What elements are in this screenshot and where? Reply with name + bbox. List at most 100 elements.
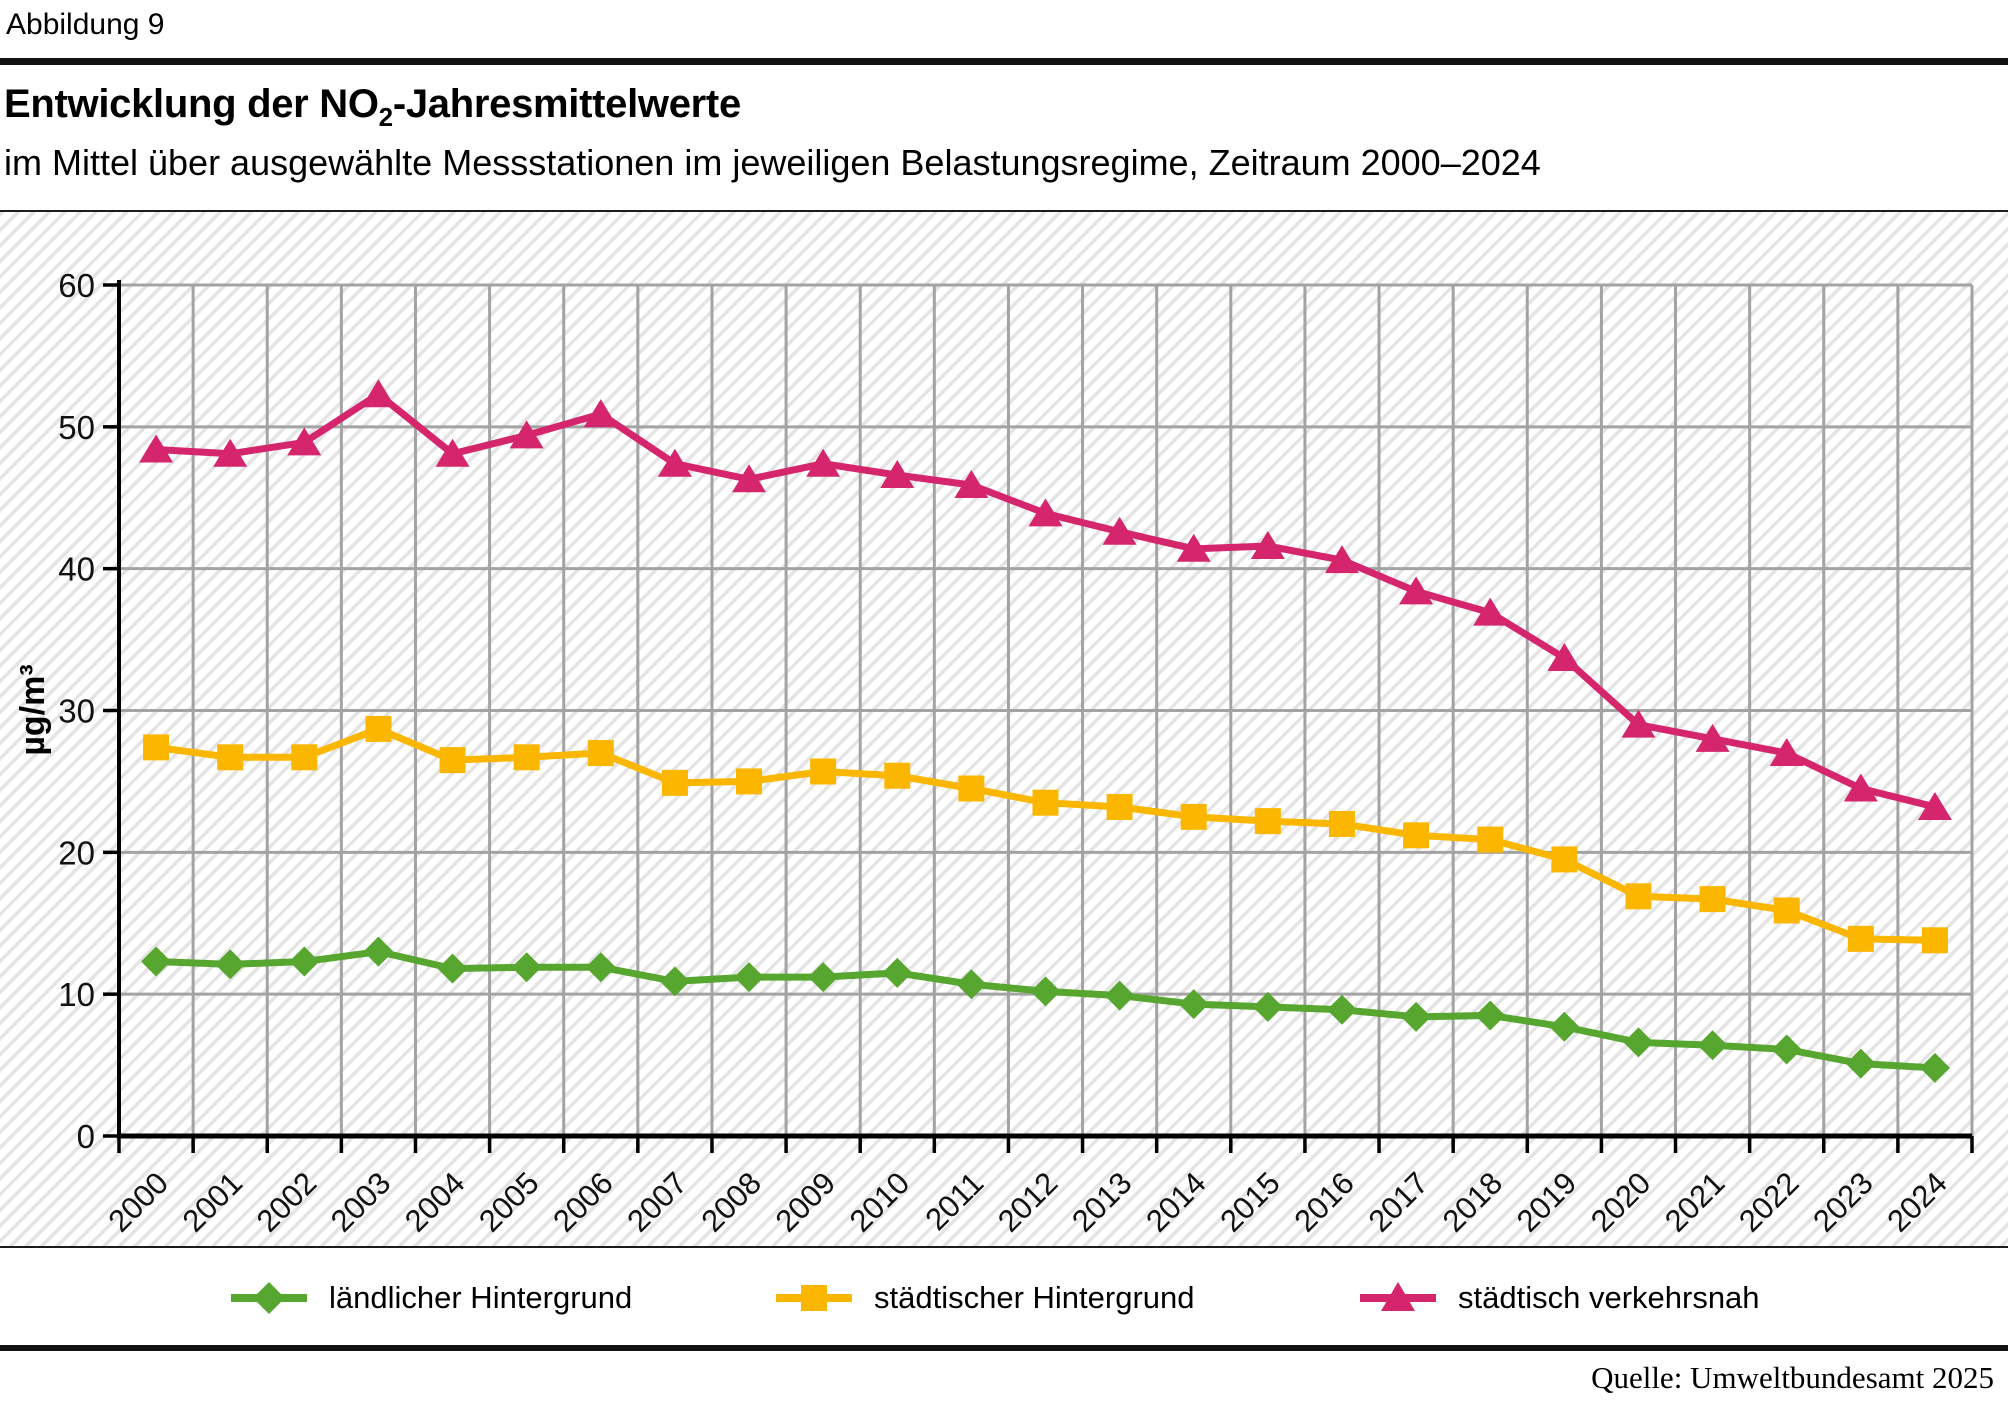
- legend-item-laendlicher-hintergrund: ländlicher Hintergrund: [231, 1250, 632, 1345]
- triangle-marker: [1769, 738, 1804, 767]
- square-marker: [1254, 808, 1281, 835]
- square-marker: [1477, 826, 1504, 853]
- diamond-marker: [1845, 1048, 1876, 1079]
- triangle-marker: [139, 434, 174, 463]
- x-tick-label: 2005: [472, 1165, 546, 1239]
- diamond-marker: [1475, 1000, 1506, 1031]
- y-tick-label: 60: [58, 267, 95, 304]
- top-divider: [0, 58, 2008, 65]
- legend-diamond-icon: [231, 1281, 307, 1314]
- y-tick-label: 20: [58, 834, 95, 871]
- square-marker: [1551, 846, 1578, 873]
- x-tick-label: 2019: [1510, 1165, 1584, 1239]
- x-tick-label: 2002: [250, 1165, 324, 1239]
- y-tick-label: 30: [58, 693, 95, 730]
- square-marker: [1773, 897, 1800, 924]
- square-marker: [1625, 883, 1652, 910]
- diamond-marker: [437, 953, 468, 984]
- square-marker: [439, 747, 466, 774]
- square-marker: [291, 744, 318, 771]
- x-tick-label: 2001: [176, 1165, 250, 1239]
- square-marker: [1032, 789, 1059, 816]
- diamond-marker: [1401, 1001, 1432, 1032]
- diamond-marker: [1030, 976, 1061, 1007]
- diamond-marker: [363, 936, 394, 967]
- x-ticks: [117, 1136, 1974, 1153]
- diamond-marker: [1771, 1034, 1802, 1065]
- diamond-marker: [1252, 991, 1283, 1022]
- y-tick-label: 0: [77, 1118, 95, 1155]
- chart-subtitle: im Mittel über ausgewählte Messstationen…: [4, 142, 1541, 183]
- square-marker: [1847, 925, 1874, 952]
- triangle-marker: [361, 379, 396, 408]
- triangle-marker: [509, 420, 544, 449]
- series-l-ndlicher-hintergrund: [141, 936, 1950, 1083]
- diamond-marker: [956, 969, 987, 1000]
- y-tick-labels: 0 10 20 30 40 50 60: [58, 267, 95, 1155]
- square-marker: [587, 740, 614, 767]
- triangle-marker: [1917, 791, 1952, 820]
- legend-item-label: städtischer Hintergrund: [874, 1279, 1195, 1315]
- x-tick-label: 2008: [694, 1165, 768, 1239]
- diamond-marker: [808, 962, 839, 993]
- chart-title-suffix: -Jahresmittelwerte: [392, 82, 741, 126]
- triangle-marker: [1399, 576, 1434, 605]
- x-tick-label: 2017: [1362, 1165, 1436, 1239]
- diamond-marker: [511, 952, 542, 983]
- diamond-marker: [585, 952, 616, 983]
- triangle-marker: [1176, 533, 1211, 562]
- square-marker: [1328, 810, 1355, 837]
- x-tick-label: 2016: [1287, 1165, 1361, 1239]
- series-line: [155, 725, 1936, 944]
- x-tick-label: 2004: [398, 1165, 472, 1239]
- square-marker: [143, 734, 170, 761]
- x-tick-label: 2021: [1658, 1165, 1732, 1239]
- series-st-dtischer-hintergrund: [143, 715, 1948, 954]
- series-line: [155, 948, 1936, 1072]
- triangle-marker: [1621, 709, 1656, 738]
- square-marker: [1180, 803, 1207, 830]
- square-marker: [513, 744, 540, 771]
- diamond-marker: [1178, 989, 1209, 1020]
- diamond-marker: [659, 966, 690, 997]
- legend-item-staedtischer-hintergrund: städtischer Hintergrund: [776, 1250, 1195, 1345]
- x-tick-label: 2003: [324, 1165, 398, 1239]
- square-marker: [958, 775, 985, 802]
- square-marker: [1106, 793, 1133, 820]
- chart-panel: 0 10 20 30 40 50 60 2000 2001 2002 2003 2004 2005 200…: [0, 210, 2008, 1248]
- x-tick-labels: 2000 2001 2002 2003 2004 2005 2006 2007 2008 2009…: [101, 1165, 1953, 1239]
- legend-square-icon: [776, 1284, 852, 1311]
- square-marker: [1921, 927, 1948, 954]
- source-note: Quelle: Umweltbundesamt 2025: [1591, 1360, 1994, 1395]
- x-tick-label: 2000: [101, 1165, 175, 1239]
- diamond-marker: [215, 949, 246, 980]
- legend-item-label: ländlicher Hintergrund: [329, 1279, 633, 1315]
- legend-item-staedtisch-verkehrsnah: städtisch verkehrsnah: [1360, 1250, 1760, 1345]
- square-marker: [1699, 886, 1726, 913]
- x-tick-label: 2006: [546, 1165, 620, 1239]
- triangle-marker: [583, 399, 618, 428]
- x-tick-label: 2014: [1139, 1165, 1213, 1239]
- y-tick-label: 40: [58, 551, 95, 588]
- triangle-marker: [954, 469, 989, 498]
- diamond-marker: [1104, 980, 1135, 1011]
- square-marker: [810, 758, 837, 785]
- x-tick-label: 2010: [843, 1165, 917, 1239]
- square-marker: [217, 744, 244, 771]
- chart-title: Entwicklung der NO2-Jahresmittelwerte: [4, 82, 741, 133]
- diamond-marker: [289, 946, 320, 977]
- triangle-marker: [880, 460, 915, 489]
- diamond-marker: [1697, 1030, 1728, 1061]
- diamond-marker: [1623, 1027, 1654, 1058]
- y-tick-label: 10: [58, 976, 95, 1013]
- triangle-marker: [287, 427, 322, 456]
- series-st-dtisch-verkehrsnah: [139, 379, 1952, 820]
- square-marker: [365, 715, 392, 742]
- figure-label: Abbildung 9: [6, 8, 165, 41]
- triangle-marker: [1250, 530, 1285, 559]
- triangle-marker: [1695, 723, 1730, 752]
- x-tick-label: 2023: [1806, 1165, 1880, 1239]
- y-gridlines: [119, 283, 1972, 996]
- legend-triangle-icon: [1360, 1281, 1436, 1311]
